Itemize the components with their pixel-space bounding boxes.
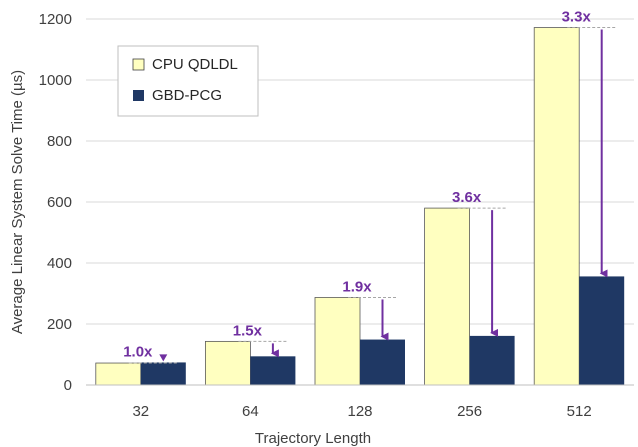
y-tick-label-0: 0: [64, 377, 72, 394]
speedup-label-128: 1.9x: [342, 278, 372, 295]
y-tick-label-1200: 1200: [39, 11, 72, 28]
bar-cpu-qdldl-256: [424, 207, 471, 386]
x-axis-title: Trajectory Length: [255, 430, 371, 447]
legend-label-gbd-pcg: GBD-PCG: [152, 87, 222, 104]
bar-cpu-qdldl-128: [314, 297, 361, 386]
legend-box: [117, 45, 259, 117]
bar-gbd-pcg-512: [579, 276, 625, 385]
bar-gbd-pcg-32: [140, 362, 186, 385]
y-tick-label-1000: 1000: [39, 72, 72, 89]
bar-cpu-qdldl-64: [204, 340, 251, 386]
speedup-label-512: 3.3x: [562, 9, 592, 26]
y-tick-label-600: 600: [47, 194, 72, 211]
y-axis-title: Average Linear System Solve Time (µs): [9, 70, 26, 334]
bar-gbd-pcg-256: [469, 335, 515, 385]
axes: 0 200 400 600 800 1000 1200 32 64 128 256 512: [39, 11, 634, 420]
bar-cpu-qdldl-512: [533, 27, 580, 386]
speedup-label-256: 3.6x: [452, 189, 482, 206]
bar-cpu-qdldl-32: [95, 362, 142, 386]
speedup-annotations: 1.0x 1.5x 1.9x 3.6x 3.3x: [123, 9, 618, 364]
legend-swatch-gbd-pcg: [133, 90, 144, 101]
bars: [95, 27, 625, 386]
speedup-label-64: 1.5x: [233, 322, 263, 339]
x-tick-label-256: 256: [457, 403, 482, 420]
x-tick-label-64: 64: [242, 403, 259, 420]
y-tick-label-400: 400: [47, 255, 72, 272]
speedup-arrow-32: [159, 354, 168, 362]
x-tick-label-512: 512: [567, 403, 592, 420]
bar-gbd-pcg-128: [360, 339, 405, 385]
legend-label-cpu-qdldl: CPU QDLDL: [152, 56, 238, 73]
legend-swatch-cpu-qdldl: [132, 58, 145, 71]
x-tick-label-32: 32: [132, 403, 149, 420]
speedup-label-32: 1.0x: [123, 343, 153, 360]
y-tick-label-200: 200: [47, 316, 72, 333]
legend: CPU QDLDL GBD-PCG: [117, 45, 259, 117]
y-tick-label-800: 800: [47, 133, 72, 150]
bar-gbd-pcg-64: [250, 356, 296, 385]
x-tick-label-128: 128: [347, 403, 372, 420]
